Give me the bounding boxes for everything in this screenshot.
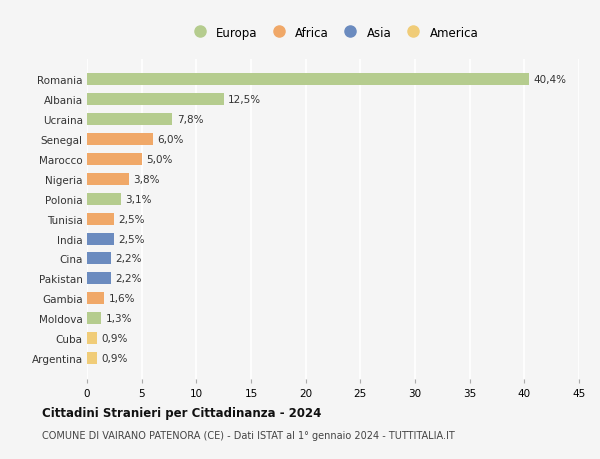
- Text: 2,5%: 2,5%: [119, 214, 145, 224]
- Text: 40,4%: 40,4%: [533, 75, 566, 85]
- Text: 0,9%: 0,9%: [101, 333, 128, 343]
- Text: 0,9%: 0,9%: [101, 353, 128, 363]
- Text: 2,2%: 2,2%: [115, 254, 142, 264]
- Bar: [87, 313, 101, 325]
- Text: 1,3%: 1,3%: [106, 313, 132, 324]
- Text: 2,5%: 2,5%: [119, 234, 145, 244]
- Text: 7,8%: 7,8%: [176, 115, 203, 125]
- Bar: [87, 114, 172, 126]
- Text: 6,0%: 6,0%: [157, 135, 184, 145]
- Text: 12,5%: 12,5%: [228, 95, 261, 105]
- Bar: [87, 174, 128, 185]
- Bar: [87, 134, 152, 146]
- Text: COMUNE DI VAIRANO PATENORA (CE) - Dati ISTAT al 1° gennaio 2024 - TUTTITALIA.IT: COMUNE DI VAIRANO PATENORA (CE) - Dati I…: [42, 431, 455, 441]
- Text: 2,2%: 2,2%: [115, 274, 142, 284]
- Text: 3,8%: 3,8%: [133, 174, 160, 185]
- Text: Cittadini Stranieri per Cittadinanza - 2024: Cittadini Stranieri per Cittadinanza - 2…: [42, 406, 322, 419]
- Bar: [87, 94, 224, 106]
- Text: 3,1%: 3,1%: [125, 194, 152, 204]
- Legend: Europa, Africa, Asia, America: Europa, Africa, Asia, America: [185, 24, 481, 42]
- Text: 1,6%: 1,6%: [109, 294, 136, 303]
- Bar: [87, 332, 97, 344]
- Bar: [87, 193, 121, 205]
- Text: 5,0%: 5,0%: [146, 155, 172, 165]
- Bar: [87, 273, 111, 285]
- Bar: [87, 233, 115, 245]
- Bar: [87, 154, 142, 166]
- Bar: [87, 293, 104, 305]
- Bar: [87, 352, 97, 364]
- Bar: [87, 213, 115, 225]
- Bar: [87, 74, 529, 86]
- Bar: [87, 253, 111, 265]
